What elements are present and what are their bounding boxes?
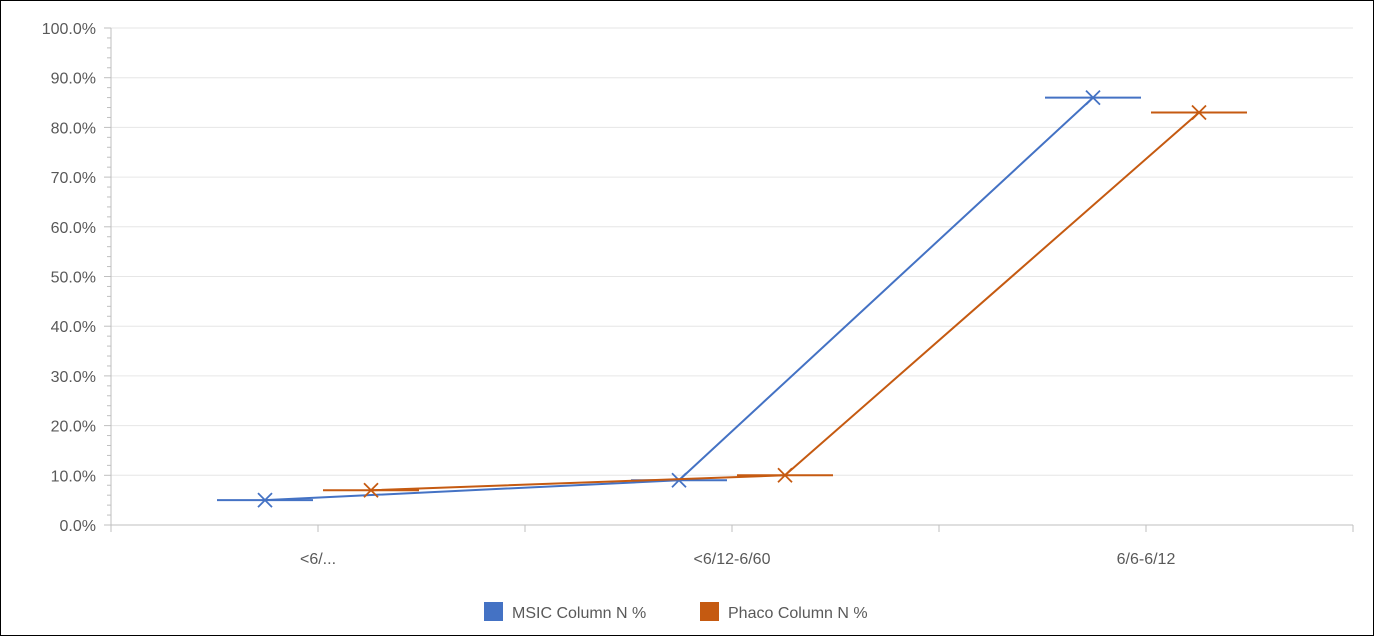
series-line	[370, 111, 1200, 492]
x-tick-label: <6/12-6/60	[694, 551, 771, 568]
y-tick-label: 60.0%	[51, 220, 96, 237]
marker-stroke	[671, 472, 687, 488]
marker-stroke	[1191, 104, 1207, 121]
x-tick-label: 6/6-6/12	[1117, 551, 1176, 568]
y-tick-label: 90.0%	[51, 71, 96, 88]
legend-item: Phaco Column N %	[700, 602, 868, 622]
y-tick-label: 80.0%	[51, 120, 96, 137]
marker-stroke	[777, 467, 793, 483]
legend-item: MSIC Column N %	[484, 602, 646, 622]
y-tick-label: 100.0%	[42, 21, 96, 38]
data-point-marker	[1085, 89, 1101, 106]
series-phaco	[323, 104, 1247, 498]
legend-label: Phaco Column N %	[728, 605, 868, 622]
marker-stroke	[257, 492, 273, 508]
marker-stroke	[1085, 89, 1101, 106]
series-msic	[217, 89, 1141, 508]
y-tick-label: 10.0%	[51, 468, 96, 485]
legend: MSIC Column N % Phaco Column N %	[484, 602, 868, 622]
y-tick-label: 0.0%	[60, 518, 96, 535]
y-tick-label: 30.0%	[51, 369, 96, 386]
legend-label: MSIC Column N %	[512, 605, 646, 622]
x-tick-label: <6/...	[300, 551, 336, 568]
data-point-marker	[671, 472, 687, 488]
x-axis: <6/... <6/12-6/60 6/6-6/12	[110, 524, 1354, 568]
data-point-marker	[257, 492, 273, 508]
gridlines	[111, 27, 1353, 476]
data-point-marker	[1191, 104, 1207, 121]
legend-swatch	[700, 602, 719, 621]
y-tick-label: 20.0%	[51, 419, 96, 436]
y-axis: 0.0% 10.0% 20.0% 30.0% 40.0% 50.0% 60.0% 70.0% 8…	[42, 21, 112, 535]
data-point-marker	[777, 467, 793, 483]
data-point-marker	[363, 482, 379, 498]
y-tick-label: 40.0%	[51, 319, 96, 336]
y-tick-label: 70.0%	[51, 170, 96, 187]
legend-swatch	[484, 602, 503, 621]
series-line	[264, 96, 1094, 502]
y-tick-label: 50.0%	[51, 270, 96, 287]
series-layer	[217, 89, 1247, 508]
marker-stroke	[363, 482, 379, 498]
